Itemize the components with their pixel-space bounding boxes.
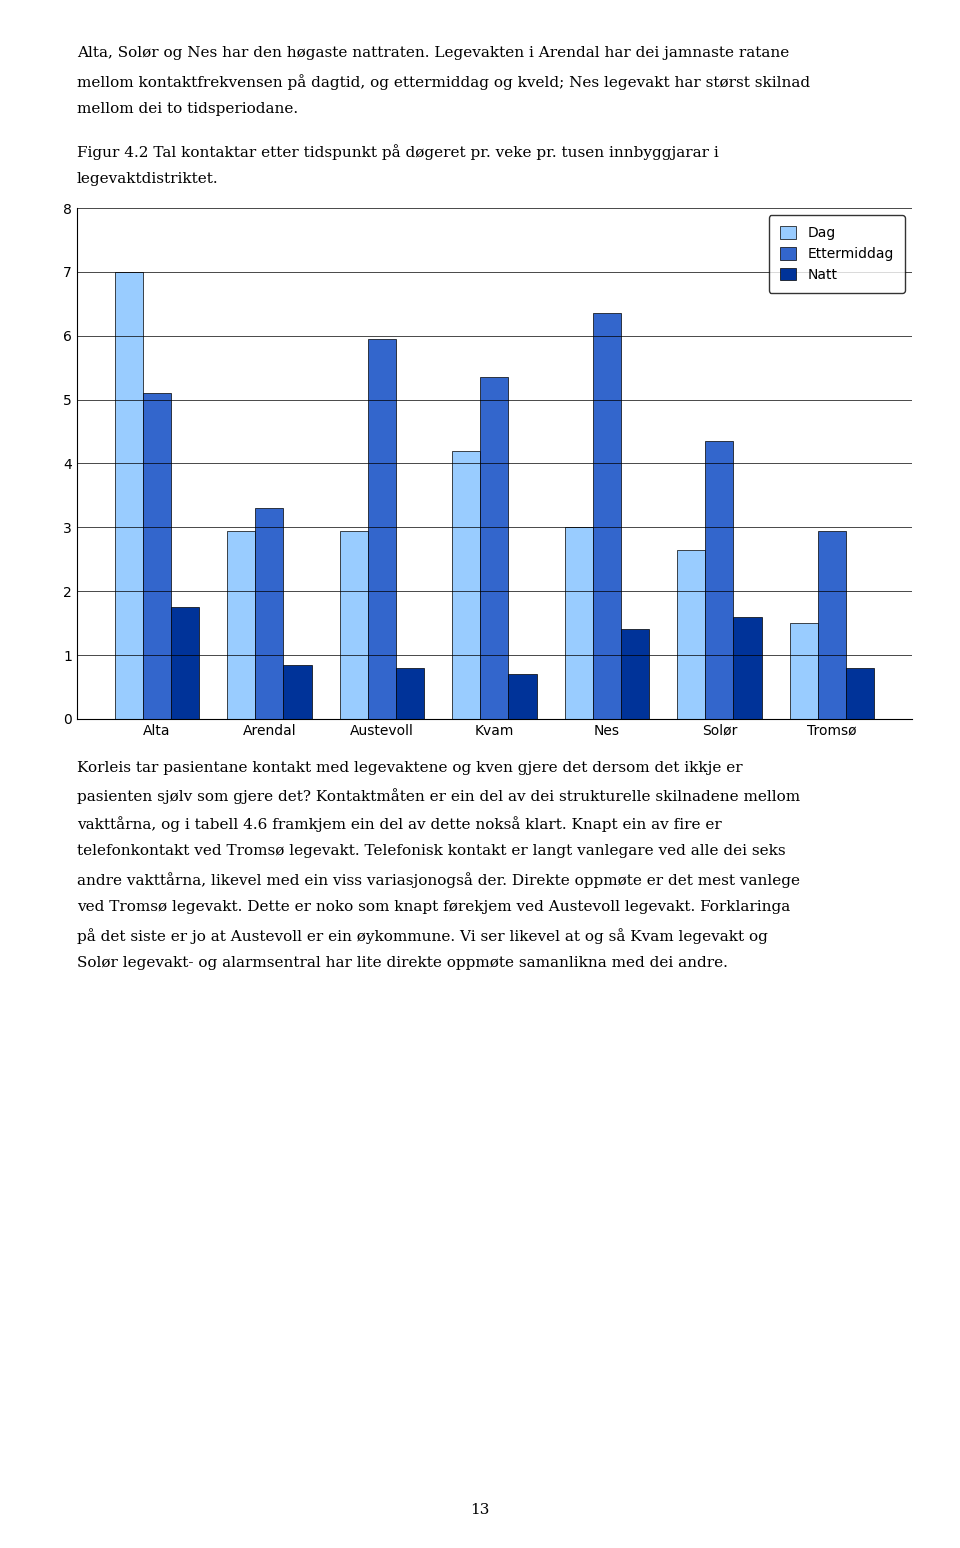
Bar xyxy=(228,531,255,718)
Bar xyxy=(706,441,733,718)
Text: andre vakttårna, likevel med ein viss variasjonogså der. Direkte oppmøte er det : andre vakttårna, likevel med ein viss va… xyxy=(77,872,800,889)
Bar xyxy=(593,313,621,718)
Bar xyxy=(452,450,480,718)
Bar xyxy=(143,393,171,718)
Bar xyxy=(564,528,593,718)
Bar xyxy=(621,630,649,718)
Text: Korleis tar pasientane kontakt med legevaktene og kven gjere det dersom det ikkj: Korleis tar pasientane kontakt med legev… xyxy=(77,760,742,774)
Text: telefonkontakt ved Tromsø legevakt. Telefonisk kontakt er langt vanlegare ved al: telefonkontakt ved Tromsø legevakt. Tele… xyxy=(77,844,785,858)
Text: legevaktdistriktet.: legevaktdistriktet. xyxy=(77,172,219,186)
Bar xyxy=(790,624,818,718)
Bar xyxy=(677,550,706,718)
Text: vakttårna, og i tabell 4.6 framkjem ein del av dette nokså klart. Knapt ein av f: vakttårna, og i tabell 4.6 framkjem ein … xyxy=(77,816,722,833)
Bar xyxy=(115,272,143,718)
Text: på det siste er jo at Austevoll er ein øykommune. Vi ser likevel at og så Kvam l: på det siste er jo at Austevoll er ein ø… xyxy=(77,927,768,944)
Bar xyxy=(733,616,761,718)
Text: Alta, Solør og Nes har den høgaste nattraten. Legevakten i Arendal har dei jamna: Alta, Solør og Nes har den høgaste nattr… xyxy=(77,46,789,60)
Text: Solør legevakt- og alarmsentral har lite direkte oppmøte samanlikna med dei andr: Solør legevakt- og alarmsentral har lite… xyxy=(77,955,728,969)
Text: Figur 4.2 Tal kontaktar etter tidspunkt på døgeret pr. veke pr. tusen innbyggjar: Figur 4.2 Tal kontaktar etter tidspunkt … xyxy=(77,144,718,159)
Bar xyxy=(340,531,368,718)
Bar xyxy=(396,667,424,718)
Bar xyxy=(846,667,874,718)
Text: pasienten sjølv som gjere det? Kontaktmåten er ein del av dei strukturelle skiln: pasienten sjølv som gjere det? Kontaktmå… xyxy=(77,788,800,805)
Bar xyxy=(818,531,846,718)
Text: mellom dei to tidsperiodane.: mellom dei to tidsperiodane. xyxy=(77,102,298,116)
Bar xyxy=(171,607,199,718)
Bar xyxy=(255,508,283,718)
Bar xyxy=(368,339,396,718)
Bar xyxy=(480,378,509,718)
Text: ved Tromsø legevakt. Dette er noko som knapt førekjem ved Austevoll legevakt. Fo: ved Tromsø legevakt. Dette er noko som k… xyxy=(77,899,790,913)
Text: 13: 13 xyxy=(470,1503,490,1517)
Text: mellom kontaktfrekvensen på dagtid, og ettermiddag og kveld; Nes legevakt har st: mellom kontaktfrekvensen på dagtid, og e… xyxy=(77,74,810,90)
Legend: Dag, Ettermiddag, Natt: Dag, Ettermiddag, Natt xyxy=(769,215,905,293)
Bar xyxy=(509,675,537,718)
Bar xyxy=(283,664,312,718)
